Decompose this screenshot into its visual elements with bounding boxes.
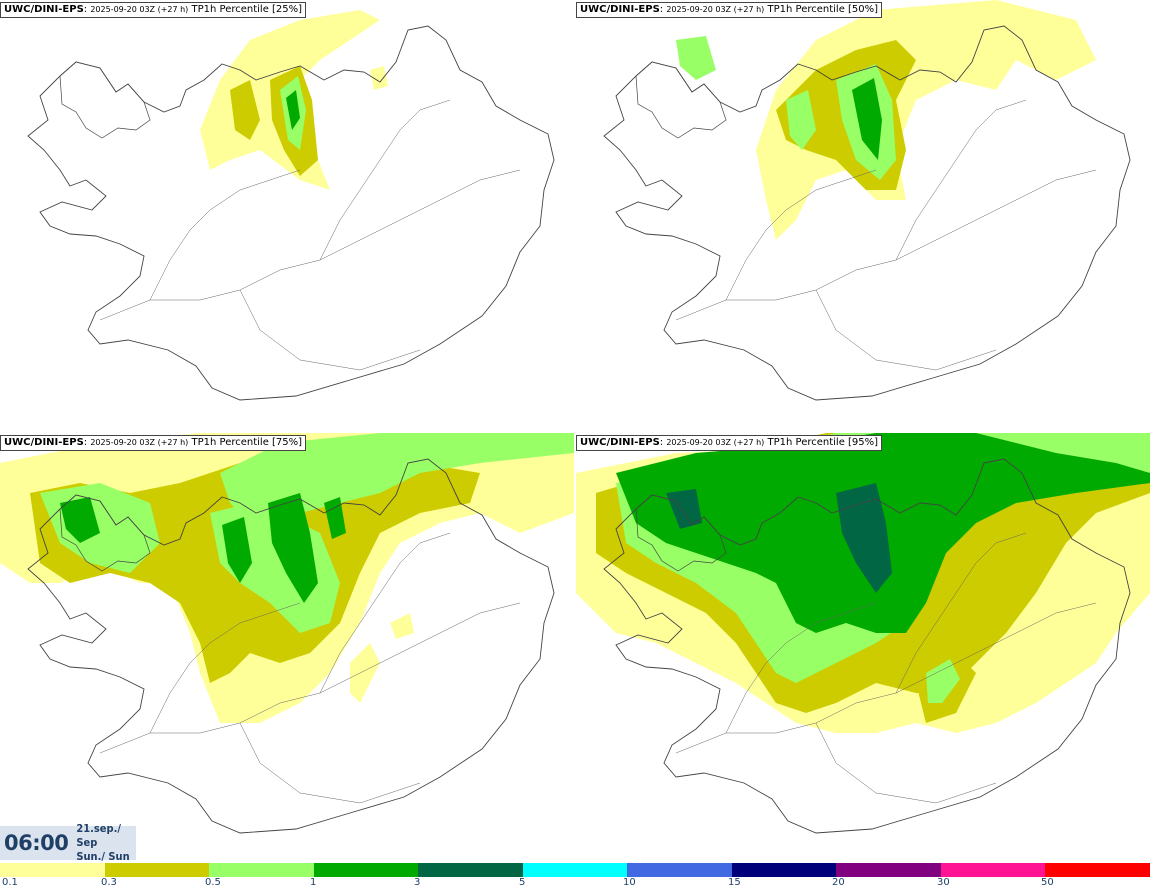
run-time: 2025-09-20 03Z (+27 h) [666, 5, 765, 14]
run-time: 2025-09-20 03Z (+27 h) [666, 438, 765, 447]
coastline [27, 25, 555, 401]
coastline [603, 458, 1131, 834]
day-label: Sun./ Sun [76, 850, 130, 863]
colorbar-label: 0.1 [2, 877, 18, 888]
precip-contour [268, 493, 318, 603]
precip-contour [350, 643, 380, 703]
district-border [815, 722, 997, 804]
precip-contour [60, 497, 100, 543]
precip-contour [926, 659, 960, 703]
map-panel-p75: UWC/DINI-EPS: 2025-09-20 03Z (+27 h) TP1… [0, 433, 574, 864]
district-border [99, 169, 521, 321]
colorbar-swatch [209, 863, 314, 877]
precip-contour [852, 78, 882, 160]
colorbar-label: 30 [937, 877, 950, 888]
district-border [319, 532, 451, 694]
precip-map [0, 433, 574, 834]
colorbar-label: 20 [832, 877, 845, 888]
coastline-westfjords [635, 61, 727, 139]
precip-map [576, 433, 1150, 834]
precip-contour [786, 90, 816, 150]
district-border [319, 99, 451, 261]
field-name: TP1h Percentile [25%] [191, 4, 303, 15]
colorbar-label: 15 [728, 877, 741, 888]
precip-contour [370, 66, 388, 90]
precip-contour [1076, 573, 1126, 633]
precip-contour [666, 489, 702, 529]
district-border [239, 722, 421, 804]
map-panel-p25: UWC/DINI-EPS: 2025-09-20 03Z (+27 h) TP1… [0, 0, 574, 431]
district-border [149, 602, 301, 734]
colorbar-swatch [313, 863, 419, 877]
model-name: UWC/DINI-EPS [4, 4, 84, 15]
panel-title: UWC/DINI-EPS: 2025-09-20 03Z (+27 h) TP1… [576, 435, 883, 451]
colorbar-label: 10 [623, 877, 636, 888]
district-border [895, 99, 1027, 261]
colorbar-swatch [627, 863, 732, 877]
field-name: TP1h Percentile [75%] [191, 437, 303, 448]
coastline-westfjords [59, 61, 151, 139]
colorbar-label: 3 [414, 877, 421, 888]
precip-contour [390, 613, 414, 639]
model-name: UWC/DINI-EPS [580, 437, 660, 448]
coastline [603, 25, 1131, 401]
colorbar-label: 0.3 [101, 877, 117, 888]
map-panel-p50: UWC/DINI-EPS: 2025-09-20 03Z (+27 h) TP1… [576, 0, 1150, 431]
colorbar-swatch [1045, 863, 1150, 877]
panel-title: UWC/DINI-EPS: 2025-09-20 03Z (+27 h) TP1… [576, 2, 883, 18]
precip-contour [286, 90, 300, 130]
valid-time-box: 06:00 21.sep./ Sep Sun./ Sun [0, 822, 136, 863]
district-border [725, 169, 877, 301]
colorbar-swatch [418, 863, 523, 877]
district-border [239, 289, 421, 371]
colorbar-swatch [940, 863, 1046, 877]
colorbar-label: 1 [310, 877, 317, 888]
panel-title: UWC/DINI-EPS: 2025-09-20 03Z (+27 h) TP1… [0, 435, 307, 451]
precip-map [603, 0, 1131, 401]
colorbar-label: 50 [1041, 877, 1054, 888]
run-time: 2025-09-20 03Z (+27 h) [90, 438, 189, 447]
colorbar-label: 0.5 [205, 877, 221, 888]
precip-contour [324, 497, 346, 539]
map-panel-p95: UWC/DINI-EPS: 2025-09-20 03Z (+27 h) TP1… [576, 433, 1150, 864]
valid-hour: 06:00 [4, 831, 69, 855]
precip-contour [676, 36, 716, 80]
district-border [815, 289, 997, 371]
panel-title: UWC/DINI-EPS: 2025-09-20 03Z (+27 h) TP1… [0, 2, 307, 18]
district-border [149, 169, 301, 301]
colorbar-labels: 0.1 0.3 0.5 1 3 5 10 15 20 30 50 [0, 877, 1150, 891]
coastline [27, 458, 555, 834]
field-name: TP1h Percentile [50%] [767, 4, 879, 15]
colorbar-swatch [731, 863, 837, 877]
colorbar-label: 5 [519, 877, 526, 888]
colorbar-swatch [836, 863, 941, 877]
colorbar-swatch [104, 863, 210, 877]
valid-date: 21.sep./ Sep Sun./ Sun [76, 822, 136, 864]
model-name: UWC/DINI-EPS [580, 4, 660, 15]
colorbar-swatch [522, 863, 628, 877]
coastline-westfjords [635, 494, 727, 572]
district-border [725, 602, 877, 734]
colorbar-swatch [0, 863, 105, 877]
model-name: UWC/DINI-EPS [4, 437, 84, 448]
precip-contour [222, 517, 252, 583]
colorbar [0, 863, 1150, 877]
precip-map [27, 10, 555, 401]
field-name: TP1h Percentile [95%] [767, 437, 879, 448]
precip-contour [836, 483, 892, 593]
date-label: 21.sep./ Sep [76, 822, 121, 849]
coastline-westfjords [59, 494, 151, 572]
run-time: 2025-09-20 03Z (+27 h) [90, 5, 189, 14]
precip-contour [220, 433, 574, 533]
district-border [895, 532, 1027, 694]
precip-contour [230, 80, 260, 140]
